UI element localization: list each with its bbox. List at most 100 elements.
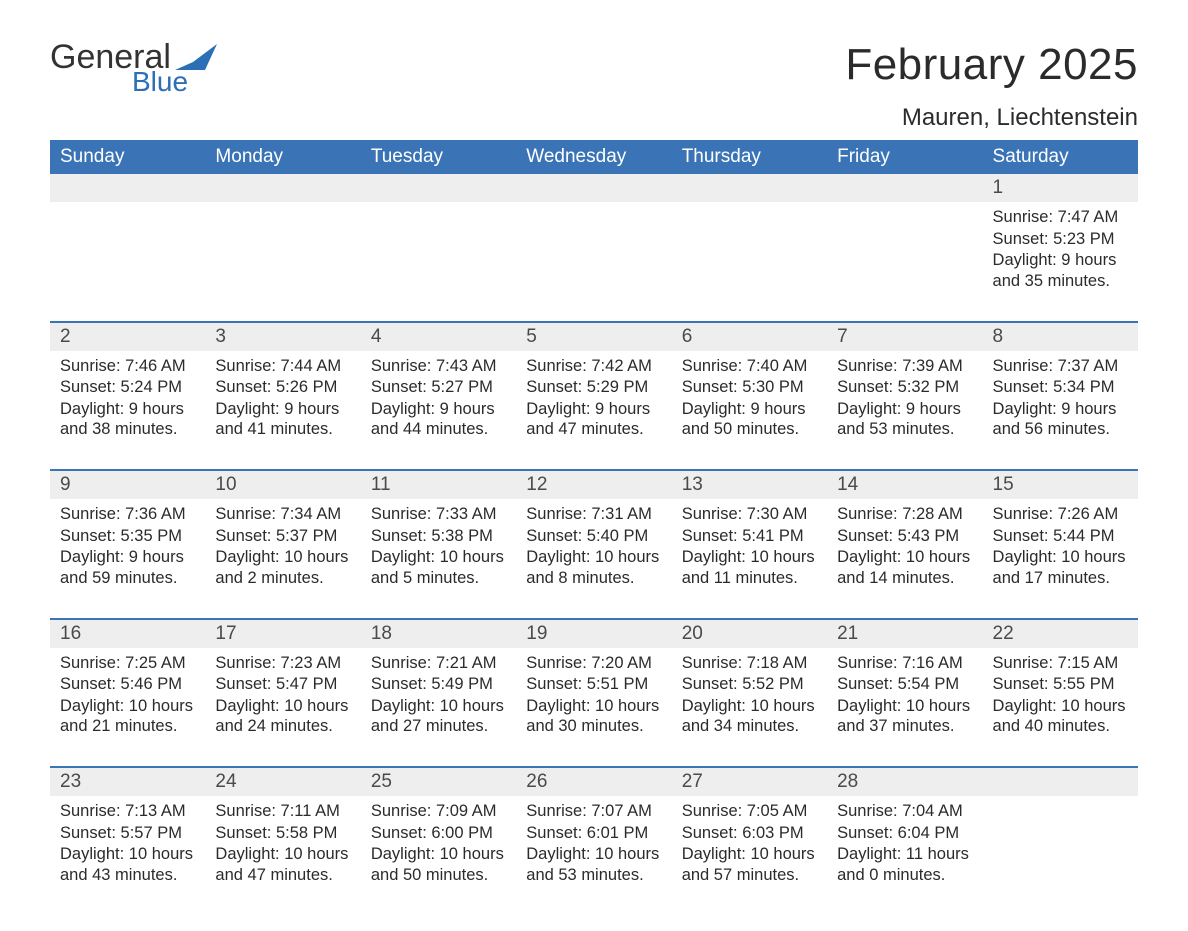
day-detail-line: Sunrise: 7:40 AM (682, 356, 817, 377)
weekday-header-cell: Saturday (983, 140, 1138, 174)
weekday-header-cell: Friday (827, 140, 982, 174)
day-detail-line: Sunrise: 7:36 AM (60, 504, 195, 525)
day-cell: Sunrise: 7:11 AMSunset: 5:58 PMDaylight:… (205, 796, 360, 891)
day-number: 12 (516, 471, 671, 499)
week-daynum-bar: 9101112131415 (50, 469, 1138, 499)
day-cell: Sunrise: 7:37 AMSunset: 5:34 PMDaylight:… (983, 351, 1138, 446)
day-cell: Sunrise: 7:28 AMSunset: 5:43 PMDaylight:… (827, 499, 982, 594)
day-body: Sunrise: 7:05 AMSunset: 6:03 PMDaylight:… (672, 796, 827, 891)
week-row: Sunrise: 7:25 AMSunset: 5:46 PM Daylight:… (50, 648, 1138, 743)
day-number: 2 (50, 323, 205, 351)
day-detail-line: Sunset: 5:47 PM (215, 674, 350, 695)
week-row: Sunrise: 7:47 AMSunset: 5:23 PMDaylight:… (50, 202, 1138, 297)
day-number: 20 (672, 620, 827, 648)
day-body: Sunrise: 7:42 AMSunset: 5:29 PMDaylight:… (516, 351, 671, 446)
day-cell: Sunrise: 7:42 AMSunset: 5:29 PMDaylight:… (516, 351, 671, 446)
day-detail-line: Sunset: 5:30 PM (682, 377, 817, 398)
day-detail-line: Sunrise: 7:42 AM (526, 356, 661, 377)
day-body: Sunrise: 7:28 AMSunset: 5:43 PMDaylight:… (827, 499, 982, 594)
day-detail-line: Daylight: 10 hours and 50 minutes. (371, 844, 506, 885)
day-detail-line: Sunset: 6:03 PM (682, 823, 817, 844)
day-detail-line: Sunset: 6:00 PM (371, 823, 506, 844)
day-detail-line: Sunset: 5:40 PM (526, 526, 661, 547)
day-number: 8 (983, 323, 1138, 351)
day-detail-line: Daylight: 9 hours and 35 minutes. (993, 250, 1128, 291)
day-body: Sunrise: 7:18 AMSunset: 5:52 PMDaylight:… (672, 648, 827, 743)
day-detail-line: Sunset: 5:54 PM (837, 674, 972, 695)
day-body: Sunrise: 7:47 AMSunset: 5:23 PMDaylight:… (983, 202, 1138, 297)
week-row: Sunrise: 7:36 AMSunset: 5:35 PMDaylight:… (50, 499, 1138, 594)
day-body: Sunrise: 7:26 AMSunset: 5:44 PMDaylight:… (983, 499, 1138, 594)
day-detail-line: Sunrise: 7:25 AM (60, 653, 195, 674)
day-detail-line: Daylight: 11 hours and 0 minutes. (837, 844, 972, 885)
day-cell (827, 202, 982, 297)
day-number: 23 (50, 768, 205, 796)
day-number (827, 174, 982, 202)
day-detail-line: Sunset: 5:57 PM (60, 823, 195, 844)
day-body (827, 202, 982, 210)
day-detail-line: Sunset: 5:37 PM (215, 526, 350, 547)
day-detail-line: Daylight: 10 hours and 34 minutes. (682, 696, 817, 737)
day-cell: Sunrise: 7:21 AMSunset: 5:49 PMDaylight:… (361, 648, 516, 743)
day-body: Sunrise: 7:33 AMSunset: 5:38 PMDaylight:… (361, 499, 516, 594)
day-body: Sunrise: 7:23 AMSunset: 5:47 PMDaylight:… (205, 648, 360, 743)
day-detail-line: Sunrise: 7:23 AM (215, 653, 350, 674)
day-detail-line: Daylight: 9 hours and 38 minutes. (60, 399, 195, 440)
day-number: 21 (827, 620, 982, 648)
day-body: Sunrise: 7:46 AMSunset: 5:24 PMDaylight:… (50, 351, 205, 446)
day-cell: Sunrise: 7:18 AMSunset: 5:52 PMDaylight:… (672, 648, 827, 743)
day-number: 24 (205, 768, 360, 796)
day-cell: Sunrise: 7:47 AMSunset: 5:23 PMDaylight:… (983, 202, 1138, 297)
day-detail-line: Sunrise: 7:05 AM (682, 801, 817, 822)
week-daynum-bar: 2345678 (50, 321, 1138, 351)
day-body: Sunrise: 7:07 AMSunset: 6:01 PMDaylight:… (516, 796, 671, 891)
day-detail-line: Daylight: 10 hours and 5 minutes. (371, 547, 506, 588)
day-number: 6 (672, 323, 827, 351)
day-detail-line: Sunrise: 7:18 AM (682, 653, 817, 674)
day-cell: Sunrise: 7:09 AMSunset: 6:00 PMDaylight:… (361, 796, 516, 891)
day-detail-line: Sunrise: 7:28 AM (837, 504, 972, 525)
day-number (672, 174, 827, 202)
day-cell: Sunrise: 7:20 AMSunset: 5:51 PMDaylight:… (516, 648, 671, 743)
day-detail-line: Daylight: 9 hours and 56 minutes. (993, 399, 1128, 440)
day-number (983, 768, 1138, 796)
day-detail-line: Daylight: 10 hours and 24 minutes. (215, 696, 350, 737)
day-body: Sunrise: 7:34 AMSunset: 5:37 PMDaylight:… (205, 499, 360, 594)
day-detail-line: Sunrise: 7:11 AM (215, 801, 350, 822)
day-number: 7 (827, 323, 982, 351)
day-detail-line: Daylight: 10 hours and 27 minutes. (371, 696, 506, 737)
day-number: 1 (983, 174, 1138, 202)
day-detail-line: Daylight: 10 hours and 47 minutes. (215, 844, 350, 885)
day-detail-line: Sunset: 5:46 PM (60, 674, 195, 695)
day-number: 26 (516, 768, 671, 796)
day-detail-line: Sunset: 5:27 PM (371, 377, 506, 398)
day-number (516, 174, 671, 202)
day-detail-line: Sunset: 5:51 PM (526, 674, 661, 695)
day-number: 25 (361, 768, 516, 796)
day-body (205, 202, 360, 210)
day-number: 28 (827, 768, 982, 796)
day-body: Sunrise: 7:31 AMSunset: 5:40 PMDaylight:… (516, 499, 671, 594)
weekday-header-cell: Monday (205, 140, 360, 174)
day-cell: Sunrise: 7:16 AMSunset: 5:54 PMDaylight:… (827, 648, 982, 743)
day-cell: Sunrise: 7:15 AMSunset: 5:55 PMDaylight:… (983, 648, 1138, 743)
day-detail-line: Sunset: 5:41 PM (682, 526, 817, 547)
day-cell (516, 202, 671, 297)
day-number: 3 (205, 323, 360, 351)
day-detail-line: Sunrise: 7:39 AM (837, 356, 972, 377)
day-detail-line: Sunset: 6:04 PM (837, 823, 972, 844)
day-cell (50, 202, 205, 297)
day-cell (672, 202, 827, 297)
day-cell: Sunrise: 7:39 AMSunset: 5:32 PMDaylight:… (827, 351, 982, 446)
day-body: Sunrise: 7:15 AMSunset: 5:55 PMDaylight:… (983, 648, 1138, 743)
day-cell: Sunrise: 7:36 AMSunset: 5:35 PMDaylight:… (50, 499, 205, 594)
day-detail-line: Sunset: 5:34 PM (993, 377, 1128, 398)
day-detail-line: Daylight: 10 hours and 17 minutes. (993, 547, 1128, 588)
day-detail-line: Sunrise: 7:13 AM (60, 801, 195, 822)
day-detail-line: Sunset: 5:58 PM (215, 823, 350, 844)
day-number (205, 174, 360, 202)
weekday-header-cell: Thursday (672, 140, 827, 174)
day-detail-line: Sunrise: 7:20 AM (526, 653, 661, 674)
day-number (361, 174, 516, 202)
day-detail-line: Daylight: 9 hours and 47 minutes. (526, 399, 661, 440)
